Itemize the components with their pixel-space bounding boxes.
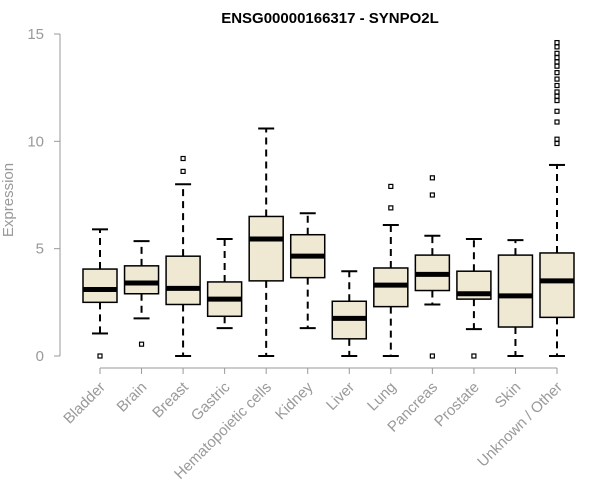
outlier-point [180, 155, 186, 162]
x-tick-label: Brain [114, 379, 151, 416]
y-tick-label: 15 [27, 26, 44, 43]
outlier-point [429, 192, 435, 198]
box-group [331, 270, 368, 357]
box-group [289, 212, 326, 330]
outlier-point [554, 93, 560, 99]
outlier-point [471, 353, 477, 359]
outlier-point [554, 140, 560, 147]
outlier-point [554, 50, 560, 56]
iqr-box [82, 268, 118, 304]
x-tick-label: Lung [364, 379, 400, 415]
outlier-point [554, 55, 560, 61]
box-group [373, 183, 409, 357]
outlier-point [554, 59, 560, 65]
outlier-point [554, 76, 560, 82]
y-tick-label: 0 [36, 348, 44, 365]
y-tick-label: 5 [36, 241, 44, 258]
outlier-point [180, 168, 186, 174]
outlier-point [388, 205, 394, 211]
box-group [248, 127, 284, 357]
outlier-point [554, 89, 560, 95]
y-tick-label: 10 [27, 133, 44, 150]
outlier-point [554, 119, 560, 125]
outlier-point [554, 44, 560, 50]
x-tick-label: Kidney [272, 378, 317, 423]
x-tick-label: Breast [149, 378, 192, 421]
x-tick-label: Bladder [60, 379, 109, 428]
box-group [206, 238, 243, 330]
outlier-point [429, 175, 435, 181]
outlier-point [554, 108, 560, 114]
box-group [414, 175, 451, 359]
box-group [123, 240, 160, 347]
box-group [82, 228, 118, 359]
box-series [82, 39, 575, 359]
iqr-box [165, 255, 201, 306]
box-group [497, 239, 534, 357]
box-group [456, 238, 492, 359]
box-group [165, 155, 201, 357]
x-tick-label: Liver [323, 379, 358, 414]
outlier-point [554, 97, 560, 104]
iqr-box [123, 265, 160, 295]
iqr-box [248, 215, 284, 282]
box-group [539, 39, 575, 357]
outlier-point [388, 183, 394, 190]
outlier-point [97, 353, 103, 359]
outlier-point [554, 136, 560, 142]
x-tick-label: Skin [492, 379, 525, 412]
x-tick-label: Prostate [431, 379, 483, 431]
outlier-point [554, 63, 560, 69]
outlier-point [138, 341, 145, 347]
y-axis-label: Expression [0, 163, 17, 237]
outlier-point [554, 70, 560, 76]
outlier-point [554, 39, 560, 46]
y-axis-ticks: 0 5 10 15 [27, 26, 60, 365]
iqr-box [497, 254, 534, 328]
outlier-point [554, 82, 560, 89]
iqr-box [539, 252, 575, 319]
chart-title: ENSG00000166317 - SYNPO2L [221, 10, 439, 27]
outlier-point [429, 353, 435, 359]
